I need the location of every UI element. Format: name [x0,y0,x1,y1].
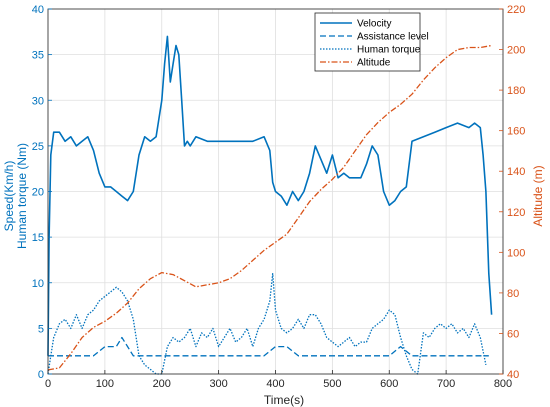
legend-label-0: Velocity [357,19,391,30]
y-left-tick-label-0: 0 [38,369,44,381]
series-altitude-line [47,44,492,371]
legend: Velocity Assistance level Human torque Alti… [314,12,429,72]
y-left-tick-label-2: 10 [32,278,44,290]
x-tick-label-8: 800 [494,378,512,390]
x-tick-label-3: 300 [209,378,227,390]
y-right-tick-label-0: 40 [507,369,519,381]
legend-label-3: Altitude [357,58,391,69]
x-tick-label-7: 700 [437,378,455,390]
y-right-tick-label-1: 60 [507,328,519,340]
series-human-torque-line [47,272,487,375]
x-tick-label-1: 100 [96,378,114,390]
y-left-tick-label-3: 15 [32,232,44,244]
y-left-tick-label-4: 20 [32,187,44,199]
y-right-tick-label-7: 180 [507,85,525,97]
y-right-tick-label-4: 120 [507,207,525,219]
x-tick-label-0: 0 [45,378,51,390]
y-left-axis-label-2: Human torque (Nm) [15,143,29,249]
y-right-tick-label-9: 220 [507,4,525,16]
x-ticks: 0 100 200 300 400 500 600 700 800 [45,370,512,390]
y-left-tick-label-7: 35 [32,50,44,62]
series-layer [47,35,493,375]
series-assistance-level-line [48,336,489,357]
series-velocity-line [47,35,493,356]
y-left-tick-label-8: 40 [32,4,44,16]
y-left-axis-label-1: Speed(Km/h) [2,161,16,232]
x-axis-label: Time(s) [264,393,304,407]
x-tick-label-2: 200 [153,378,171,390]
y-right-tick-label-3: 100 [507,247,525,259]
x-tick-label-4: 400 [266,378,284,390]
y-right-tick-label-5: 140 [507,166,525,178]
y-left-tick-label-5: 25 [32,141,44,153]
y-left-tick-label-6: 30 [32,95,44,107]
y-right-tick-label-6: 160 [507,126,525,138]
y-right-ticks: 40 60 80 100 120 140 160 180 200 220 [499,4,525,381]
legend-label-2: Human torque [357,45,421,56]
x-tick-label-5: 500 [323,378,341,390]
y-right-axis-label: Altitude (m) [531,165,545,226]
y-right-tick-label-8: 200 [507,45,525,57]
legend-label-1: Assistance level [357,32,429,43]
y-left-tick-label-1: 5 [38,323,44,335]
y-left-ticks: 0 5 10 15 20 25 30 35 40 [32,4,52,381]
x-tick-label-6: 600 [380,378,398,390]
y-right-tick-label-2: 80 [507,288,519,300]
